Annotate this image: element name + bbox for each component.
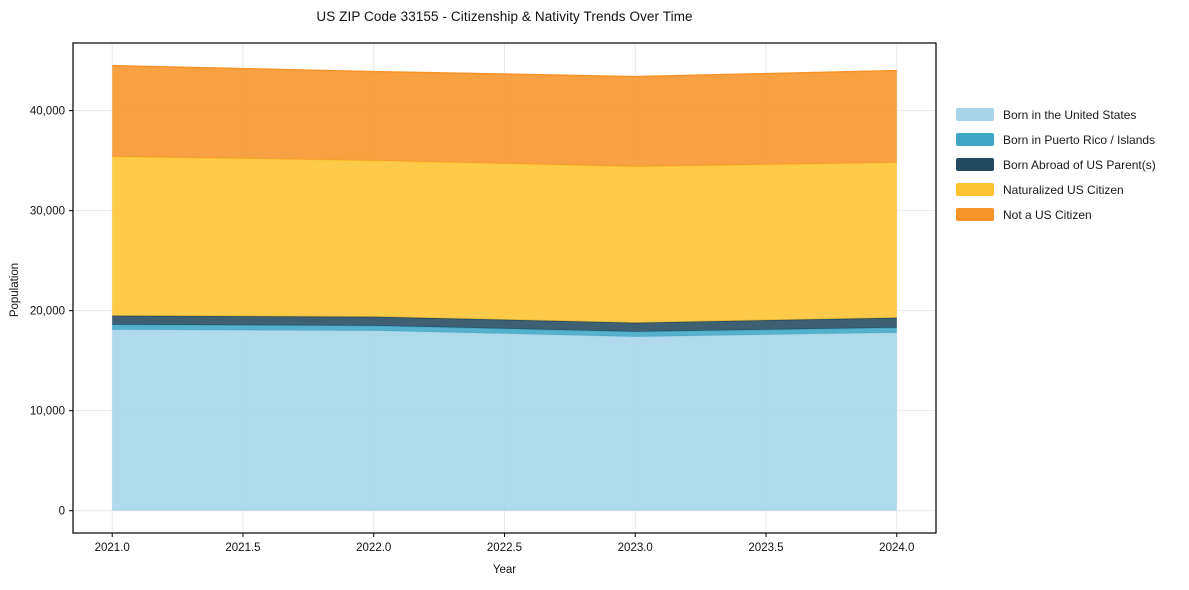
legend-label: Born in the United States	[1003, 107, 1137, 122]
x-tick-label: 2023.5	[748, 542, 783, 554]
x-tick-label: 2024.0	[879, 542, 914, 554]
legend-item: Born in Puerto Rico / Islands	[956, 127, 1156, 152]
x-tick-label: 2023.0	[618, 542, 653, 554]
legend-label: Born Abroad of US Parent(s)	[1003, 157, 1156, 172]
legend-item: Born in the United States	[956, 102, 1156, 127]
y-tick-label: 30,000	[30, 206, 65, 218]
y-axis-label: Population	[9, 262, 21, 318]
area-band	[112, 324, 897, 337]
x-tick-label: 2021.5	[225, 542, 260, 554]
x-tick-label: 2022.0	[356, 542, 391, 554]
legend-swatch	[956, 133, 994, 146]
legend-item: Not a US Citizen	[956, 202, 1156, 227]
area-top-edge	[112, 64, 897, 78]
y-tick-label: 20,000	[30, 306, 65, 318]
legend-swatch	[956, 108, 994, 121]
area-band	[112, 156, 897, 323]
y-tick-label: 40,000	[30, 106, 65, 118]
legend-item: Born Abroad of US Parent(s)	[956, 152, 1156, 177]
legend-item: Naturalized US Citizen	[956, 177, 1156, 202]
x-axis-label: Year	[492, 564, 517, 576]
legend-label: Born in Puerto Rico / Islands	[1003, 132, 1156, 147]
y-tick-label: 0	[59, 506, 65, 518]
legend-label: Naturalized US Citizen	[1003, 182, 1124, 197]
area-band	[112, 65, 897, 167]
legend-swatch	[956, 208, 994, 221]
legend-swatch	[956, 183, 994, 196]
legend: Born in the United States Born in Puerto …	[956, 102, 1156, 227]
legend-label: Not a US Citizen	[1003, 207, 1092, 222]
area-band	[112, 315, 897, 332]
x-tick-label: 2022.5	[487, 542, 522, 554]
area-band	[112, 329, 897, 511]
x-tick-label: 2021.0	[95, 542, 130, 554]
chart-title: US ZIP Code 33155 - Citizenship & Nativi…	[316, 9, 693, 24]
y-tick-label: 10,000	[30, 406, 65, 418]
legend-swatch	[956, 158, 994, 171]
